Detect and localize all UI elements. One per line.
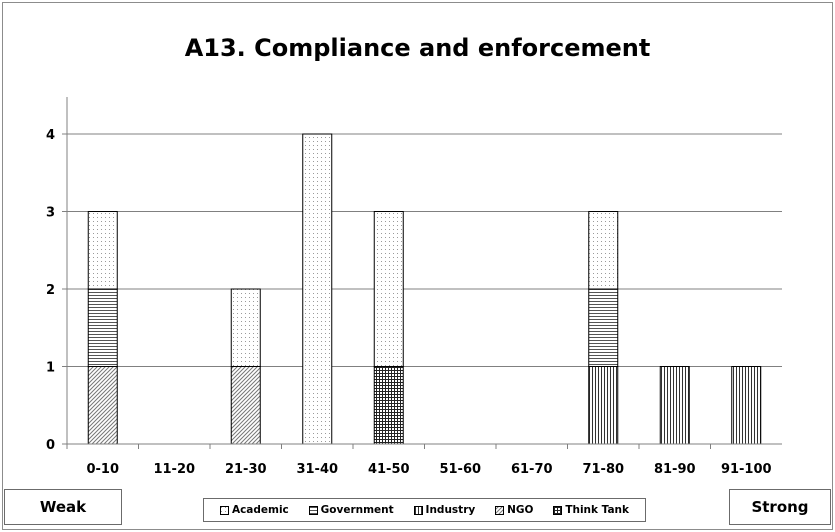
legend-item-academic: Academic	[219, 504, 289, 516]
legend-label: Government	[320, 504, 394, 516]
bar-segment-industry	[588, 366, 619, 445]
legend-label: Academic	[231, 504, 289, 516]
bar-segment-academic	[588, 211, 619, 290]
bar-segment-academic	[230, 288, 261, 367]
strong-label: Strong	[729, 489, 831, 525]
legend-swatch	[308, 505, 318, 515]
bar-segment-industry	[731, 366, 762, 445]
legend-swatch	[219, 505, 229, 515]
bar-segment-ngo	[87, 366, 118, 445]
legend-label: Think Tank	[565, 504, 630, 516]
bar-segment-academic	[373, 211, 404, 367]
x-tick-label: 41-50	[368, 462, 410, 477]
chart-title: A13. Compliance and enforcement	[184, 34, 651, 62]
legend-swatch	[495, 505, 505, 515]
y-tick-label: 1	[46, 361, 55, 376]
x-tick-label: 11-20	[153, 462, 195, 477]
legend-swatch	[413, 505, 423, 515]
y-tick-label: 4	[46, 128, 55, 143]
legend-item-industry: Industry	[413, 504, 476, 516]
bar-segment-government	[87, 288, 118, 367]
bar-segment-industry	[659, 366, 690, 445]
chart-legend: Academic Government Industry NGO Think Tank	[203, 498, 646, 522]
x-tick-label: 81-90	[654, 462, 696, 477]
x-tick-label: 71-80	[582, 462, 624, 477]
y-tick-label: 3	[46, 206, 55, 221]
legend-item-government: Government	[308, 504, 394, 516]
bar-segment-government	[588, 288, 619, 367]
y-tick-label: 2	[46, 283, 55, 298]
legend-item-think-tank: Think Tank	[553, 504, 629, 516]
x-tick-label: 21-30	[225, 462, 267, 477]
weak-label: Weak	[4, 489, 122, 525]
bar-segment-academic	[302, 133, 333, 445]
bar-segment-ngo	[230, 366, 261, 445]
legend-swatch	[553, 505, 563, 515]
x-tick-label: 61-70	[511, 462, 553, 477]
legend-label: NGO	[507, 504, 534, 516]
bar-segment-academic	[87, 211, 118, 290]
bar-segment-think-tank	[373, 366, 404, 445]
x-tick-label: 51-60	[439, 462, 481, 477]
x-tick-label: 0-10	[86, 462, 119, 477]
x-tick-label: 31-40	[296, 462, 338, 477]
y-tick-label: 0	[46, 438, 55, 453]
legend-label: Industry	[425, 504, 476, 516]
legend-item-ngo: NGO	[495, 504, 533, 516]
x-tick-label: 91-100	[721, 462, 772, 477]
